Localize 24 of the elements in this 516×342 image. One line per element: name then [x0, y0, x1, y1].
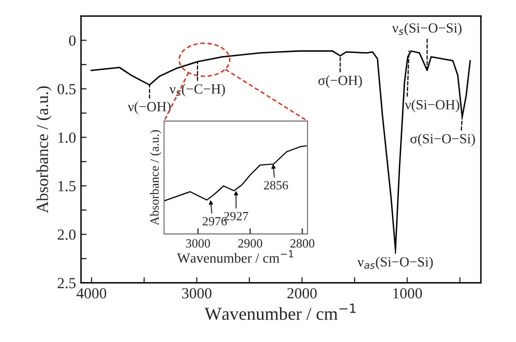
x-axis-title: Wavenumber / cm$^{−1}$	[177, 250, 294, 263]
x-tick-label: 1000	[393, 288, 422, 298]
y-tick-label: 2.5	[58, 278, 76, 288]
annotation: ν(Si−OH)	[404, 100, 460, 112]
annotation: σ(Si−O−Si)	[410, 134, 475, 146]
annotation: ν$_{s}$(Si−O−Si)	[392, 22, 462, 36]
annotation: ν(−OH)	[128, 102, 171, 114]
annotation: 2856	[264, 181, 288, 190]
x-tick-label: 2000	[287, 288, 317, 298]
x-tick-label: 4000	[76, 288, 106, 298]
x-tick-label: 2800	[290, 239, 314, 248]
y-tick-label: 1.0	[58, 132, 76, 143]
y-axis-title: Absorbance / (a.u.)	[36, 86, 52, 214]
annotation: σ(−OH)	[318, 75, 362, 88]
x-axis-title: Wavenumber / cm$^{−1}$	[204, 304, 356, 320]
x-tick-label: 2900	[238, 239, 262, 248]
y-tick-label: 0.5	[58, 84, 76, 94]
x-tick-label: 3000	[182, 288, 212, 298]
y-tick-label: 2.0	[58, 229, 76, 240]
y-tick-label: 1.5	[58, 181, 76, 192]
x-tick-label: 3000	[186, 239, 210, 248]
y-tick-label: 0	[69, 35, 76, 46]
annotation: ν$_{as}$(Si−O−Si)	[358, 256, 433, 270]
y-axis-title: Absorbance / (a.u.)	[150, 130, 162, 226]
